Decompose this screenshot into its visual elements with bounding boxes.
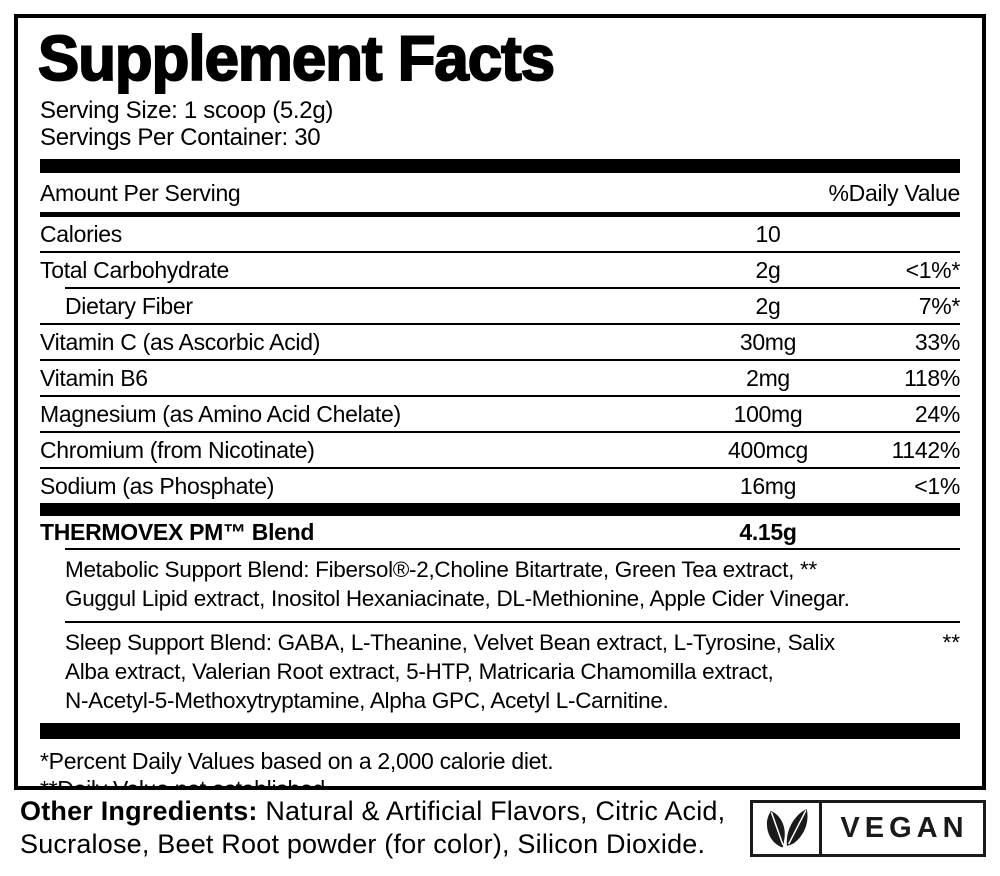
nutrient-name: Magnesium (as Amino Acid Chelate) [40,400,401,427]
nutrient-dv: 1142% [891,436,961,463]
row-divider [40,467,960,469]
nutrient-row-dietary-fiber: Dietary Fiber 2g 7%* [40,289,960,323]
metabolic-support-blend-dv [900,550,960,557]
other-ingredients-label: Other Ingredients: [20,796,258,826]
section-bar-footnotes [40,723,960,739]
nutrient-dv: 7%* [918,292,961,319]
blend-row: THERMOVEX PM™ Blend 4.15g [40,516,960,548]
row-divider-indented [65,548,960,550]
servings-per-container: Servings Per Container: 30 [40,124,321,151]
below-panel-section: Other Ingredients: Natural & Artificial … [20,795,986,861]
vegan-badge: VEGAN [750,800,986,857]
nutrient-row-calories: Calories 10 [40,217,960,251]
nutrient-amount: 100mg [733,400,803,427]
nutrient-name: Vitamin B6 [40,364,148,391]
row-divider [40,431,960,433]
row-divider [40,395,960,397]
row-divider-indented [65,287,960,289]
row-divider [40,251,960,253]
nutrient-name: Vitamin C (as Ascorbic Acid) [40,328,321,355]
column-header-row: Amount Per Serving %Daily Value [40,173,960,212]
footnotes: *Percent Daily Values based on a 2,000 c… [40,739,960,790]
header-divider [40,212,960,217]
nutrient-row-chromium: Chromium (from Nicotinate) 400mcg 1142% [40,433,960,467]
footnote-dv-not-established: **Daily Value not established. [40,776,332,790]
footnote-daily-values: *Percent Daily Values based on a 2,000 c… [40,748,554,774]
nutrient-name: Dietary Fiber [65,292,193,319]
vegan-badge-label: VEGAN [840,812,969,844]
other-ingredients: Other Ingredients: Natural & Artificial … [20,795,735,861]
sleep-support-blend-text: Sleep Support Blend: GABA, L-Theanine, V… [65,630,835,713]
nutrient-amount: 10 [755,220,781,247]
nutrient-amount: 30mg [739,328,797,355]
nutrient-dv: 24% [914,400,960,427]
row-divider [40,359,960,361]
row-divider-indented [65,621,960,623]
sleep-support-blend-dv: ** [942,630,960,655]
serving-size: Serving Size: 1 scoop (5.2g) [40,97,334,124]
nutrient-dv: 118% [904,364,960,391]
row-divider [40,323,960,325]
section-bar-top [40,159,960,173]
other-ingredients-text: Natural & Artificial Flavors, Citric Aci… [20,796,726,859]
metabolic-support-blend-text: Metabolic Support Blend: Fibersol®-2,Cho… [65,557,850,611]
nutrient-name: Total Carbohydrate [40,256,229,283]
nutrient-row-vitamin-c: Vitamin C (as Ascorbic Acid) 30mg 33% [40,325,960,359]
nutrient-row-vitamin-b6: Vitamin B6 2mg 118% [40,361,960,395]
blend-amount: 4.15g [739,518,797,545]
amount-per-serving-header: Amount Per Serving [40,180,241,206]
supplement-facts-panel: Supplement Facts Serving Size: 1 scoop (… [14,14,986,790]
nutrient-amount: 2g [755,256,781,283]
nutrient-amount: 16mg [739,472,797,499]
nutrient-row-total-carbohydrate: Total Carbohydrate 2g <1%* [40,253,960,287]
leaf-icon [753,803,822,854]
nutrient-amount: 2g [755,292,781,319]
nutrient-amount: 2mg [746,364,790,391]
nutrient-dv: 33% [914,328,960,355]
panel-title: Supplement Facts [37,24,556,94]
nutrient-dv: <1% [914,472,960,499]
metabolic-support-blend-row: Metabolic Support Blend: Fibersol®-2,Cho… [40,550,960,621]
section-bar-blend [40,503,960,516]
nutrient-amount: 400mcg [727,436,809,463]
nutrient-name: Chromium (from Nicotinate) [40,436,315,463]
nutrient-dv: <1%* [905,256,961,283]
daily-value-header: %Daily Value [828,180,961,206]
nutrient-row-magnesium: Magnesium (as Amino Acid Chelate) 100mg … [40,397,960,431]
nutrient-name: Sodium (as Phosphate) [40,472,275,499]
nutrient-name: Calories [40,220,122,247]
blend-name: THERMOVEX PM™ Blend [40,518,315,545]
nutrient-row-sodium: Sodium (as Phosphate) 16mg <1% [40,469,960,503]
sleep-support-blend-row: Sleep Support Blend: GABA, L-Theanine, V… [40,623,960,723]
